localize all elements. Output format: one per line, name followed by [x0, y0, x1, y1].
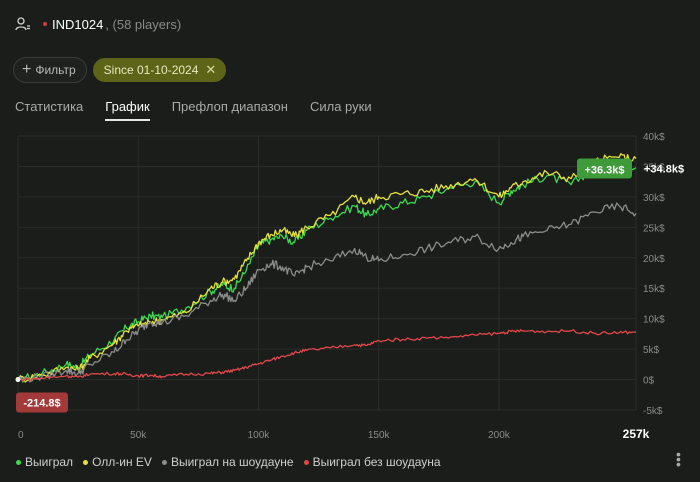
- add-filter-button[interactable]: + Фильтр: [13, 57, 87, 83]
- x-tick-label: 0: [18, 430, 24, 441]
- plus-icon: +: [22, 61, 32, 78]
- legend-item-showdown[interactable]: Выиграл на шоудауне: [161, 455, 294, 469]
- y-tick-label: 30k$: [643, 193, 665, 204]
- series-line-1: [17, 152, 637, 383]
- legend-label-won: Выиграл: [25, 455, 74, 469]
- y-tick-label: 5k$: [643, 345, 660, 356]
- x-tick-label: 100k: [248, 430, 271, 441]
- legend-label-showdown: Выиграл на шоудауне: [170, 455, 294, 469]
- chart-legend: Выиграл Олл-ин EV Выиграл на шоудауне Вы…: [16, 455, 451, 469]
- tab-preflop-range[interactable]: Префлоп диапазон: [171, 99, 288, 114]
- winnings-chart[interactable]: 0 50k 100k 150k 200k 257k 40k$ 35k$ 30k$ 25k$ 20k$…: [0, 122, 700, 442]
- tab-statistics[interactable]: Статистика: [15, 99, 84, 114]
- legend-item-non-showdown[interactable]: Выиграл без шоудауна: [303, 455, 441, 469]
- x-tick-label: 200k: [488, 430, 511, 441]
- start-marker: [15, 377, 21, 383]
- y-tick-label: 20k$: [643, 254, 665, 265]
- series-line-3: [17, 328, 637, 382]
- add-filter-label: Фильтр: [35, 63, 76, 77]
- legend-dot-non-showdown: [303, 459, 309, 465]
- tab-hand-strength[interactable]: Сила руки: [309, 99, 372, 114]
- tab-bar: Статистика График Префлоп диапазон Сила …: [15, 99, 394, 121]
- series-line-0: [17, 158, 637, 383]
- user-settings-icon[interactable]: [15, 16, 31, 32]
- players-count: , (58 players): [105, 16, 182, 32]
- end-badge-allin-ev: [577, 158, 632, 179]
- badge-non-showdown: [16, 392, 68, 413]
- y-tick-label: 10k$: [643, 315, 665, 326]
- y-tick-label: 15k$: [643, 284, 665, 295]
- more-options-icon[interactable]: • • •: [676, 446, 681, 472]
- legend-label-allin-ev: Олл-ин EV: [92, 455, 152, 469]
- x-tick-label: 150k: [368, 430, 391, 441]
- y-tick-label: -5k$: [643, 406, 663, 417]
- label-non-showdown: -214.8$: [23, 398, 60, 410]
- end-label-allin-ev: +36.3k$: [584, 165, 624, 177]
- close-icon[interactable]: ✕: [205, 62, 217, 77]
- x-tick-label: 50k: [130, 430, 147, 441]
- date-filter-chip[interactable]: Since 01-10-2024 ✕: [92, 58, 227, 82]
- legend-label-non-showdown: Выиграл без шоудауна: [312, 455, 441, 469]
- legend-dot-allin-ev: [83, 459, 89, 465]
- filter-bar: + Фильтр Since 01-10-2024 ✕: [13, 57, 227, 83]
- tab-graph[interactable]: График: [105, 99, 150, 121]
- series-line-2: [17, 202, 637, 383]
- legend-dot-showdown: [161, 459, 167, 465]
- player-header: IND1024 , (58 players): [15, 13, 181, 35]
- legend-item-allin-ev[interactable]: Олл-ин EV: [83, 455, 152, 469]
- chart-svg[interactable]: 0 50k 100k 150k 200k 257k 40k$ 35k$ 30k$ 25k$ 20k$…: [0, 122, 700, 442]
- end-label-won: +34.8k$: [644, 164, 684, 176]
- player-name[interactable]: IND1024: [52, 16, 104, 32]
- y-tick-label: 40k$: [643, 132, 665, 143]
- y-tick-label: 35k$: [643, 162, 665, 173]
- y-tick-label: 0$: [643, 376, 655, 387]
- y-tick-label: 25k$: [643, 223, 665, 234]
- status-dot: [43, 22, 47, 26]
- date-filter-label: Since 01-10-2024: [103, 63, 199, 77]
- legend-dot-won: [16, 459, 21, 465]
- x-tick-label: 257k: [623, 427, 650, 441]
- legend-item-won[interactable]: Выиграл: [16, 455, 73, 469]
